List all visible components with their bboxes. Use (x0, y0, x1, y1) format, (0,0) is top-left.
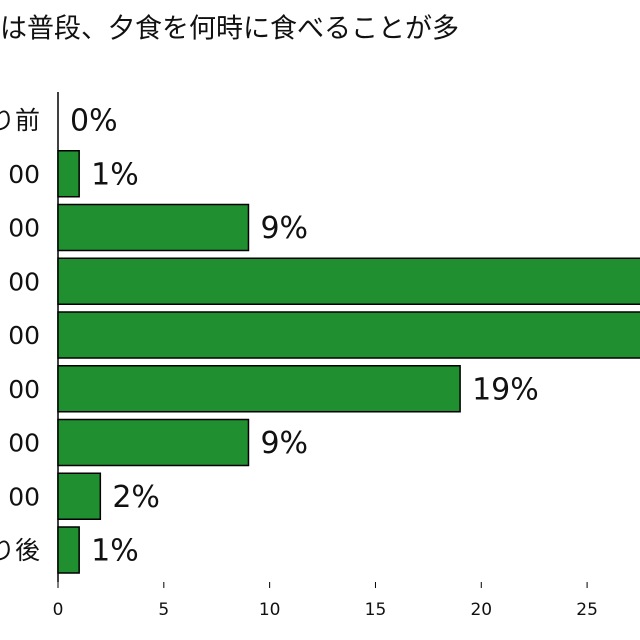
value-label: 9% (260, 211, 308, 246)
value-label: 1% (91, 534, 139, 569)
x-tick-label: 5 (158, 600, 169, 620)
bar (57, 472, 102, 520)
bar (57, 418, 250, 467)
x-tick-label: 0 (53, 600, 64, 620)
y-tick-label: 00 (8, 267, 40, 296)
bar (57, 526, 80, 574)
bar (57, 203, 250, 252)
y-tick-label: り前 (0, 106, 40, 135)
bar (57, 311, 640, 359)
chart-title: は普段、夕食を何時に食べることが多 (0, 14, 459, 45)
y-tick-label: り後 (0, 536, 40, 565)
y-tick-label: 00 (8, 482, 40, 511)
value-label: 2% (112, 480, 160, 515)
value-label: 0% (70, 104, 118, 139)
bar (57, 150, 80, 198)
x-tick-label: 20 (470, 600, 492, 620)
y-tick-label: 00 (8, 375, 40, 404)
bar (57, 365, 461, 413)
y-tick-label: 00 (8, 321, 40, 350)
x-tick-label: 10 (259, 600, 281, 620)
value-label: 19% (472, 372, 539, 407)
x-tick-label: 15 (365, 600, 387, 620)
y-tick-label: 00 (8, 214, 40, 243)
value-label: 1% (91, 157, 139, 192)
bar (57, 257, 640, 305)
y-tick-label: 00 (8, 160, 40, 189)
y-tick-label: 00 (8, 429, 40, 458)
value-label: 9% (260, 426, 308, 461)
x-tick-label: 25 (576, 600, 598, 620)
